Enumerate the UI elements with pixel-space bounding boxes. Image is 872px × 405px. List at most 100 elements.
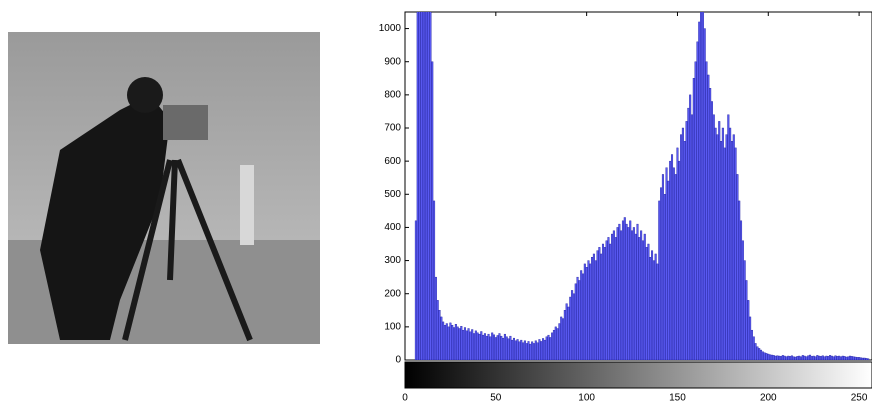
bar [600, 253, 603, 360]
bar [627, 227, 630, 360]
bar [611, 233, 614, 360]
photo-camera [163, 105, 208, 140]
bar [436, 300, 439, 360]
bar [512, 337, 516, 360]
bar [769, 354, 772, 360]
bar [660, 187, 663, 360]
bar [425, 12, 428, 360]
bar [625, 223, 628, 360]
y-tick-label: 900 [384, 56, 401, 67]
bar [616, 227, 619, 360]
bar [423, 12, 426, 360]
bar [785, 356, 788, 360]
photo-figure [40, 95, 170, 340]
bar [578, 280, 581, 360]
bar [440, 316, 443, 360]
bar [591, 257, 594, 360]
bar [859, 357, 862, 360]
bar [574, 283, 577, 360]
bar [605, 240, 608, 360]
bar [449, 322, 452, 360]
bar [779, 356, 783, 360]
bar [614, 237, 617, 360]
bar [740, 220, 743, 360]
bar [694, 61, 697, 360]
bar [429, 12, 432, 360]
bars [414, 12, 870, 360]
bar [763, 352, 766, 360]
bar [818, 355, 821, 360]
bar [752, 336, 755, 360]
bar [716, 134, 719, 360]
bar [683, 141, 686, 360]
bar [854, 356, 857, 360]
bar [787, 355, 790, 360]
bar [687, 107, 690, 360]
y-tick-label: 300 [384, 255, 401, 266]
y-tick-label: 700 [384, 123, 401, 134]
bar [834, 355, 837, 360]
bar [433, 200, 436, 360]
bar [669, 160, 672, 360]
bar [567, 306, 570, 360]
bar [727, 114, 730, 360]
bar [663, 194, 666, 360]
bar [621, 220, 624, 360]
bar [816, 355, 819, 360]
bar [743, 260, 746, 360]
bar [451, 325, 454, 360]
bar [812, 355, 815, 360]
bar [462, 329, 465, 360]
bar [790, 355, 793, 360]
bar [801, 355, 804, 360]
bar [631, 230, 634, 360]
bar [594, 260, 597, 360]
bar [819, 356, 822, 360]
bar [678, 160, 681, 360]
photo-tripod [122, 158, 253, 342]
bar [623, 217, 626, 360]
x-tick-label: 150 [669, 393, 686, 404]
bar [563, 310, 566, 360]
bar [480, 331, 483, 360]
bar [418, 12, 421, 360]
bar [507, 338, 510, 360]
bar [759, 349, 763, 360]
bar [725, 134, 728, 360]
bar [867, 358, 870, 360]
bar [505, 336, 508, 360]
bar [723, 147, 726, 360]
bar [838, 355, 841, 360]
bar [549, 337, 552, 360]
bar [587, 260, 590, 360]
x-tick-label: 100 [578, 393, 595, 404]
bar [522, 342, 525, 360]
bar [714, 127, 717, 360]
bar [520, 339, 523, 360]
bar [832, 356, 835, 360]
bar [442, 321, 445, 360]
bar [849, 355, 852, 360]
x-tick-label: 0 [402, 393, 408, 404]
bar [589, 263, 592, 360]
bar [632, 227, 635, 360]
bar [640, 230, 643, 360]
bar [670, 154, 674, 360]
bar [809, 354, 812, 360]
bar [814, 356, 817, 360]
bar [858, 357, 861, 360]
bar [585, 267, 588, 360]
bar [792, 356, 795, 360]
bar [445, 323, 448, 360]
bar [581, 273, 585, 360]
bar [471, 329, 474, 360]
bar [542, 338, 545, 360]
bar [863, 357, 866, 360]
photo-tower [240, 165, 254, 245]
bar [540, 341, 543, 360]
bar [781, 355, 784, 360]
bar [620, 230, 623, 360]
bar [672, 167, 675, 360]
bar [845, 356, 848, 360]
